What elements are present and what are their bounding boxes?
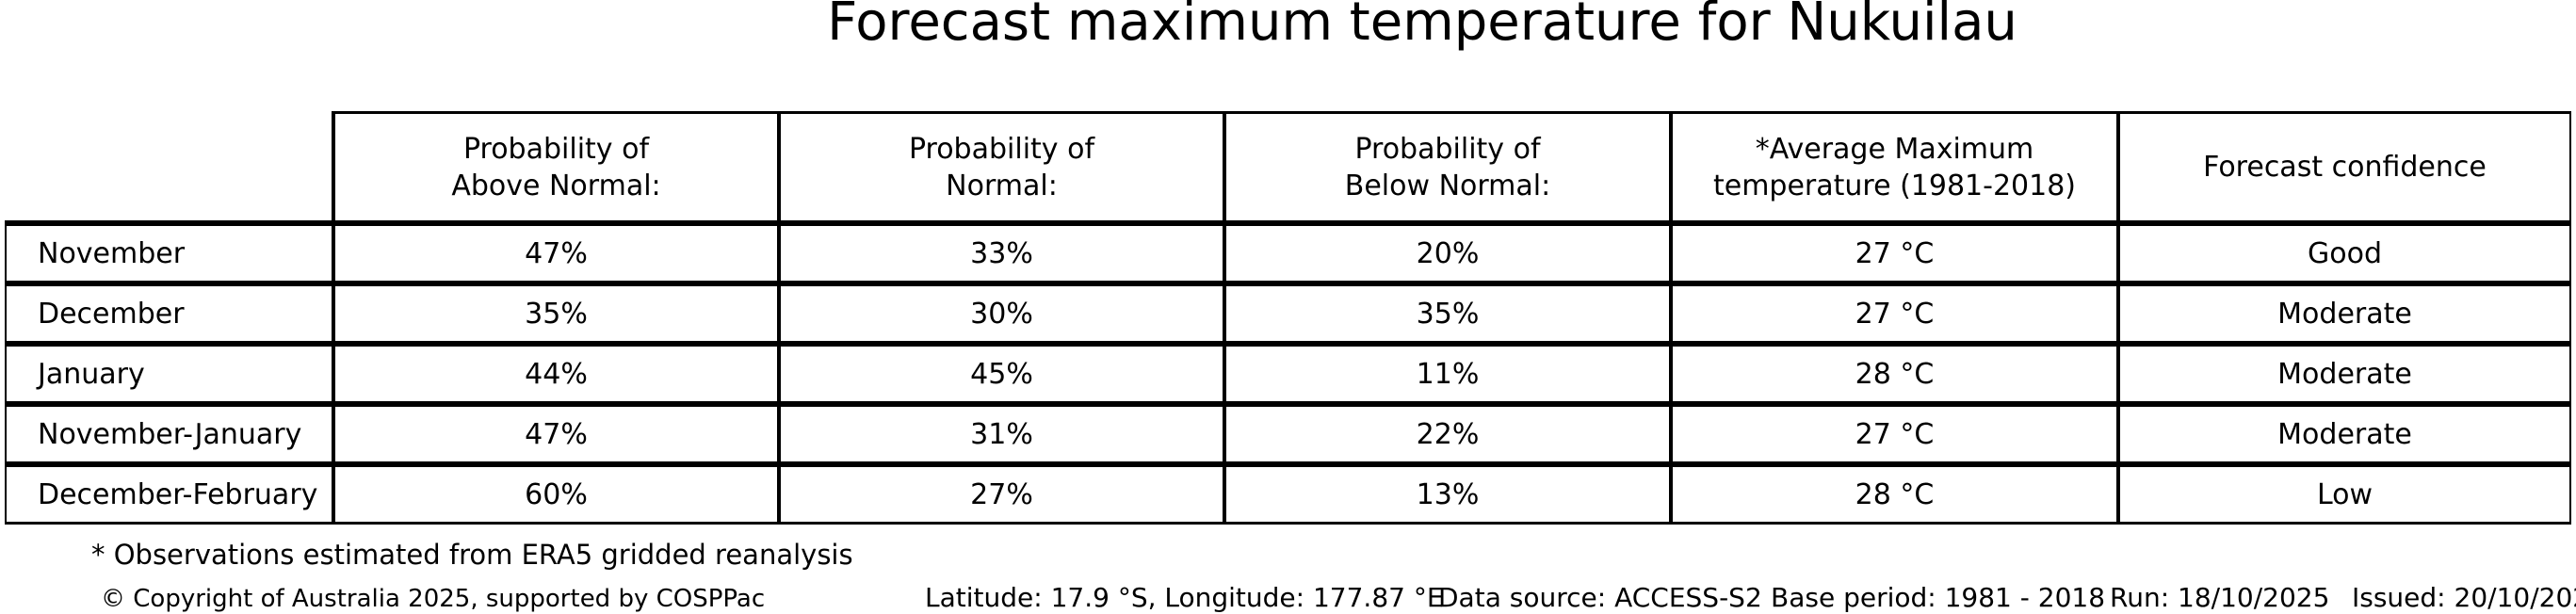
page-title: Forecast maximum temperature for Nukuila… [827, 0, 2017, 53]
table-cell: 44% [333, 344, 779, 404]
table-cell: 27 °C [1671, 404, 2118, 464]
table-cell: 35% [333, 283, 779, 344]
row-label: November-January [5, 404, 333, 464]
table-cell: 45% [779, 344, 1224, 404]
table-cell: Moderate [2118, 404, 2571, 464]
header-spacer-cell [5, 111, 333, 223]
copyright-text: © Copyright of Australia 2025, supported… [101, 585, 766, 613]
table-cell: 30% [779, 283, 1224, 344]
row-label: December-February [5, 464, 333, 525]
table-cell: Moderate [2118, 344, 2571, 404]
table-cell: 27% [779, 464, 1224, 525]
table-cell: Moderate [2118, 283, 2571, 344]
table-cell: 27 °C [1671, 223, 2118, 283]
era5-footnote: * Observations estimated from ERA5 gridd… [91, 539, 853, 571]
column-header-above-normal: Probability of Above Normal: [333, 111, 779, 223]
table-cell: Low [2118, 464, 2571, 525]
column-header-normal: Probability of Normal: [779, 111, 1224, 223]
column-header-forecast-confidence: Forecast confidence [2118, 111, 2571, 223]
issued-date-text: Issued: 20/10/2025 [2352, 582, 2576, 613]
table-cell: Good [2118, 223, 2571, 283]
table-cell: 33% [779, 223, 1224, 283]
forecast-table: Probability of Above Normal: Probability… [5, 111, 2571, 525]
row-label: November [5, 223, 333, 283]
table-cell: 28 °C [1671, 344, 2118, 404]
table-cell: 28 °C [1671, 464, 2118, 525]
location-text: Latitude: 17.9 °S, Longitude: 177.87 °E [925, 582, 1444, 613]
base-period-text: Base period: 1981 - 2018 [1771, 582, 2106, 613]
column-header-below-normal: Probability of Below Normal: [1224, 111, 1671, 223]
table-cell: 11% [1224, 344, 1671, 404]
table-cell: 47% [333, 404, 779, 464]
table-cell: 31% [779, 404, 1224, 464]
run-date-text: Run: 18/10/2025 [2110, 582, 2330, 613]
table-cell: 27 °C [1671, 283, 2118, 344]
row-label: January [5, 344, 333, 404]
table-cell: 60% [333, 464, 779, 525]
table-cell: 47% [333, 223, 779, 283]
table-cell: 35% [1224, 283, 1671, 344]
row-label: December [5, 283, 333, 344]
table-cell: 20% [1224, 223, 1671, 283]
table-cell: 22% [1224, 404, 1671, 464]
column-header-average-max-temp: *Average Maximum temperature (1981-2018) [1671, 111, 2118, 223]
data-source-text: Data source: ACCESS-S2 [1438, 582, 1762, 613]
table-cell: 13% [1224, 464, 1671, 525]
